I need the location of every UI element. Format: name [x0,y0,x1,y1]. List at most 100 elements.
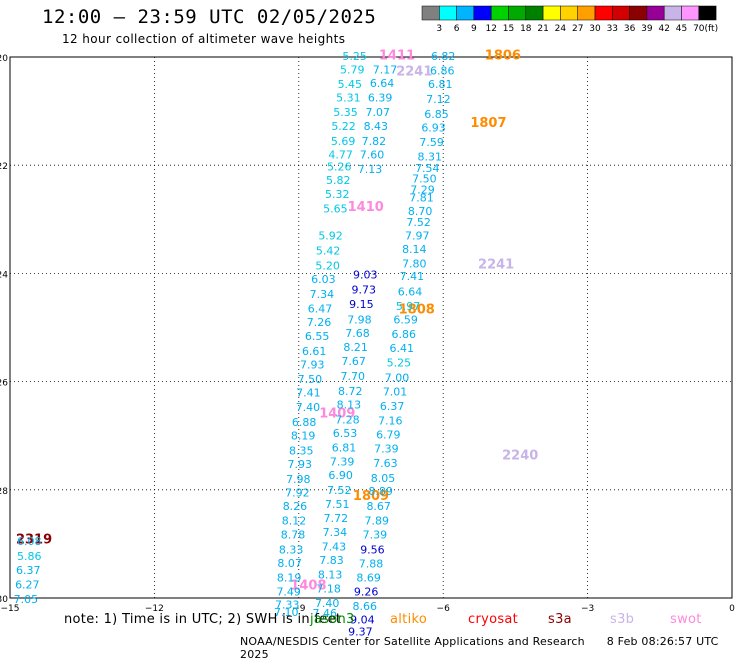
wave-height-value: 7.34 [310,288,335,301]
wave-height-value: 7.82 [362,135,387,148]
color-scale-swatch [663,5,682,21]
wave-height-value: 8.14 [402,243,427,256]
longitude-tick-label: 0 [729,604,735,614]
wave-height-value: 7.80 [402,258,427,271]
wave-height-value: 8.26 [283,500,308,513]
wave-height-value: 9.04 [350,614,375,627]
wave-height-value: 7.68 [345,327,370,340]
wave-height-value: 6.37 [380,400,405,413]
wave-height-value: 7.98 [286,473,311,486]
wave-height-value: 5.26 [327,160,352,173]
wave-height-value: 7.10 [274,606,299,619]
longitude-tick-label: −6 [437,604,451,614]
wave-height-value: 5.82 [326,174,351,187]
mission-label-s3a: s3a [548,612,572,627]
wave-height-value: 9.03 [353,268,378,281]
wave-height-value: 8.35 [289,444,314,457]
color-scale-label: 45 [676,24,687,34]
wave-height-value: 4.77 [328,148,353,161]
wave-height-value: 8.05 [371,472,396,485]
wave-height-value: 9.37 [348,626,373,639]
latitude-tick-label: −20 [0,54,8,64]
wave-height-value: 7.39 [374,443,399,456]
wave-height-value: 6.79 [376,429,401,442]
color-scale-label: 12 [485,24,496,34]
track-time-label: 1411 [379,48,415,63]
color-scale-swatch [612,5,630,21]
wave-height-value: 6.93 [421,121,446,134]
map-axis-labels: −15−12−9−6−30−20−22−24−26−28−30 [0,54,735,614]
map-grid [9,56,733,599]
latitude-tick-label: −26 [0,379,8,389]
wave-height-value: 8.67 [366,500,391,513]
wave-height-value: 6.85 [424,108,449,121]
wave-height-value: 7.93 [288,458,313,471]
longitude-tick-label: −3 [581,604,594,614]
track-time-label: 1410 [348,200,384,215]
color-scale-swatch [508,5,527,21]
wave-height-value: 6.86 [391,328,416,341]
wave-height-value: 6.08 [17,535,42,548]
color-scale-swatch [473,5,492,21]
wave-height-value: 7.59 [419,136,444,149]
wave-height-value: 5.65 [323,202,348,215]
color-scale-swatch [490,5,509,21]
wave-height-value: 7.43 [322,541,347,554]
wave-height-value: 5.92 [318,230,343,243]
wave-height-value: 7.92 [285,487,310,500]
color-scale-legend: 3 6 9 12 15 18 21 24 27 30 33 36 39 42 45 70 (ft) [421,5,718,34]
track-time-label: 1808 [399,303,435,318]
wave-height-value: 7.29 [410,184,435,197]
wave-height-value: 7.07 [365,106,390,119]
color-scale-label: 21 [537,24,548,34]
wave-height-value: 6.03 [311,273,336,286]
page-title: 12:00 – 23:59 UTC 02/05/2025 [42,6,377,28]
map-frame [9,56,733,599]
color-scale-swatch [439,5,457,21]
longitude-tick-label: −15 [1,604,20,614]
wave-height-value: 5.20 [315,259,340,272]
wave-height-value: 8.72 [338,385,363,398]
color-scale-swatch [525,5,544,21]
wave-height-value: 7.93 [300,358,325,371]
wave-height-value: 6.37 [16,564,41,577]
wave-height-value: 8.21 [343,341,368,354]
wave-height-value: 7.52 [406,216,431,229]
credit-org: NOAA/NESDIS Center for Satellite Applica… [240,635,585,648]
wave-height-value: 7.41 [296,386,321,399]
wave-height-value: 5.32 [325,188,350,201]
track-time-label: 1806 [485,48,521,63]
wave-height-value: 7.51 [325,498,350,511]
mission-label-cryosat: cryosat [468,612,519,627]
latitude-tick-label: −22 [0,162,8,172]
track-time-label: 2241 [396,65,432,80]
wave-height-value: 7.83 [319,554,344,567]
wave-height-value: 6.86 [430,65,455,78]
longitude-tick-label: −12 [145,604,164,614]
wave-height-value: 7.17 [373,63,398,76]
wave-height-value: 8.33 [279,543,304,556]
wave-height-value: 5.25 [342,50,367,63]
track-labels: 1411 1806 2241 1807 1410 2241 1808 1409 2240 1809… [16,48,538,593]
wave-height-value: 7.50 [298,373,323,386]
track-time-label: 1809 [353,489,389,504]
color-scale-label: 3 [436,24,442,34]
wave-height-value: 6.82 [431,50,456,63]
wave-height-value: 6.39 [368,92,393,105]
wave-height-value: 5.42 [316,245,341,258]
color-scale-swatch [646,5,665,21]
wave-height-value: 7.13 [358,163,383,176]
wave-height-value: 6.61 [302,345,327,358]
wave-height-value: 7.60 [360,148,385,161]
wave-height-value: 6.64 [370,77,395,90]
wave-height-value: 7.40 [315,597,340,610]
wave-height-value: 6.27 [15,578,40,591]
wave-height-value: 7.01 [383,385,408,398]
wave-height-value: 7.72 [324,512,349,525]
mission-label-swot: swot [670,612,702,627]
wave-height-value: 5.86 [17,550,42,563]
color-scale-label: 18 [520,24,532,34]
wave-height-value: 8.19 [277,571,302,584]
wave-height-value: 8.19 [291,430,316,443]
